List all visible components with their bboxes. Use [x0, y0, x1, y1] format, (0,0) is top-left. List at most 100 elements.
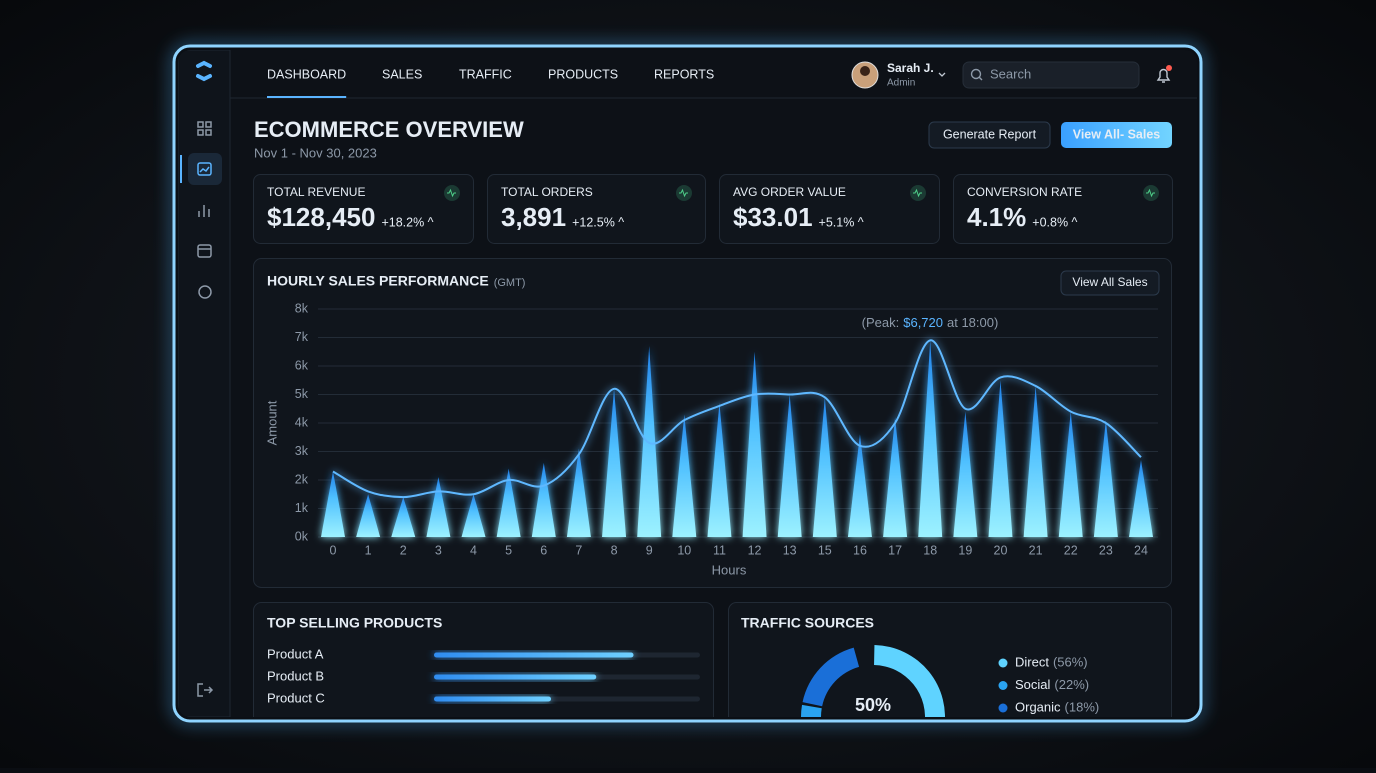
view-all-sales-button[interactable] [1061, 122, 1172, 148]
sales-spike [812, 397, 837, 537]
sales-spike [953, 411, 978, 537]
products-title: TOP SELLING PRODUCTS [267, 615, 442, 631]
x-tick-label: 19 [958, 543, 972, 557]
nav-icon-grid[interactable] [197, 121, 212, 136]
nav-icon-calendar[interactable] [197, 244, 212, 258]
nav-item[interactable]: TRAFFIC [459, 67, 512, 81]
x-tick-label: 18 [923, 543, 937, 557]
sales-spike [742, 351, 767, 537]
x-axis-label: Hours [712, 562, 747, 577]
sales-spike [1023, 385, 1048, 537]
y-tick-label: 7k [295, 330, 309, 344]
search-icon-handle [978, 76, 983, 81]
sales-spike [531, 462, 556, 537]
search-box[interactable] [962, 61, 1140, 89]
trend-line [332, 339, 1142, 499]
sales-spike [883, 417, 908, 537]
sales-spike [1129, 460, 1153, 537]
nav-item[interactable]: SALES [382, 67, 422, 81]
kpi-change: +12.5% ^ [572, 215, 624, 229]
kpi-card [953, 174, 1173, 244]
avatar-face [860, 66, 870, 76]
legend-value: (56%) [1053, 654, 1088, 669]
kpi-value: 3,891 [501, 202, 566, 232]
x-tick-label: 6 [540, 543, 547, 557]
button-label[interactable]: View All- Sales [1073, 127, 1161, 141]
kpi-label: CONVERSION RATE [967, 185, 1082, 199]
product-name: Product A [267, 646, 324, 661]
legend-label: Direct [1015, 654, 1049, 669]
x-tick-label: 16 [853, 543, 867, 557]
kpi-label: TOTAL ORDERS [501, 185, 593, 199]
kpi-icon-pulse [913, 188, 922, 198]
nav-item[interactable]: PRODUCTS [548, 67, 618, 81]
sales-spike [356, 494, 381, 537]
kpi-value: $128,450 [267, 202, 375, 232]
nav-icon-logout[interactable] [197, 683, 214, 697]
y-tick-label: 8k [295, 301, 309, 315]
chart-subtitle: (GMT) [494, 277, 526, 289]
peak-annotation: (Peak: $6,720 at 18:00) [862, 315, 999, 330]
generate-report-button[interactable] [928, 121, 1051, 149]
x-tick-label: 15 [818, 543, 832, 557]
x-tick-label: 22 [1064, 543, 1078, 557]
search-icon [970, 68, 982, 80]
x-tick-label: 13 [783, 543, 797, 557]
sales-spike [321, 471, 345, 537]
x-tick-label: 21 [1029, 543, 1043, 557]
kpi-card [719, 174, 940, 244]
nav-active-underline [267, 96, 347, 98]
nav-item[interactable]: DASHBOARD [267, 67, 346, 81]
y-tick-label: 0k [295, 529, 309, 543]
product-bar [434, 696, 552, 702]
x-tick-label: 2 [400, 543, 407, 557]
legend-dot [998, 681, 1008, 690]
legend-label: Social [1015, 677, 1051, 692]
sales-spike [496, 468, 521, 537]
sidebar [178, 50, 231, 717]
nav-icon-analytics[interactable] [197, 162, 212, 176]
user-menu-chevron[interactable] [938, 72, 946, 77]
nav-icon-active-bg [188, 153, 222, 185]
sales-spike [461, 494, 486, 537]
sales-spike [988, 380, 1013, 537]
traffic-segment [847, 645, 945, 717]
product-bar [434, 652, 634, 658]
legend-dot [998, 703, 1008, 713]
legend-value: (18%) [1065, 699, 1100, 714]
traffic-title: TRAFFIC SOURCES [741, 615, 874, 631]
sales-spike [426, 477, 451, 537]
kpi-value: 4.1% [967, 202, 1026, 232]
sales-spike [672, 414, 697, 537]
y-tick-label: 4k [295, 415, 309, 429]
x-tick-label: 24 [1134, 543, 1148, 557]
bell-icon[interactable] [1156, 68, 1171, 83]
chart-title: HOURLY SALES PERFORMANCE [267, 273, 489, 289]
sales-spike [918, 340, 943, 537]
app: Sarah J. Admin Search ECOMMERCE OVERVIEW… [178, 50, 1197, 717]
kpi-icon-pulse [447, 188, 456, 198]
x-tick-label: 23 [1099, 543, 1113, 557]
product-bar [434, 674, 597, 680]
nav-item[interactable]: REPORTS [654, 67, 714, 81]
nav-icon-settings[interactable] [198, 285, 212, 299]
product-name: Product B [267, 668, 324, 683]
x-tick-label: 5 [505, 543, 512, 557]
x-tick-label: 12 [748, 543, 762, 557]
sales-spike [391, 497, 416, 537]
kpi-icon-pulse [679, 188, 688, 198]
nav-icon-bars[interactable] [198, 205, 210, 217]
button-label[interactable]: Generate Report [943, 127, 1037, 141]
chart-button[interactable] [1060, 270, 1160, 296]
y-tick-label: 2k [295, 472, 309, 486]
traffic-segment [802, 647, 860, 707]
legend-value: (22%) [1054, 677, 1089, 692]
y-axis-label: Amount [264, 400, 279, 445]
y-tick-label: 1k [295, 501, 309, 515]
kpi-label: AVG ORDER VALUE [733, 185, 846, 199]
annotation-value: $6,720 [903, 315, 943, 330]
x-tick-label: 8 [611, 543, 618, 557]
chart-button-label[interactable]: View All Sales [1072, 275, 1147, 289]
sales-spike [847, 434, 872, 537]
